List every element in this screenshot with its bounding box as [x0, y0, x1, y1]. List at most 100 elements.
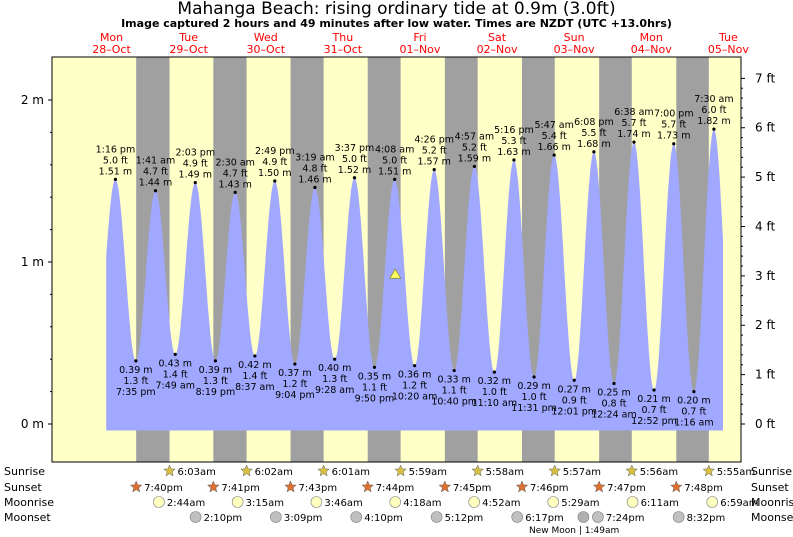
moonrise-icon — [547, 496, 560, 508]
y-tick-label-ft: 3 ft — [755, 269, 775, 283]
moonrise-time: 2:44am — [167, 498, 205, 509]
tide-feet-label: 1.3 ft — [203, 376, 228, 387]
moonset-time: 8:32pm — [687, 513, 726, 524]
tide-time-label: 1:41 am — [136, 156, 175, 167]
sunset-icon — [515, 480, 529, 493]
y-tick-label-ft: 4 ft — [755, 219, 775, 233]
sunset-time: 7:48pm — [684, 483, 723, 494]
day-date-label: 31–Oct — [324, 43, 363, 56]
tide-time-label: 9:50 pm — [355, 393, 395, 404]
chart-title: Mahanga Beach: rising ordinary tide at 0… — [177, 0, 616, 19]
tide-time-label: 4:08 am — [375, 144, 414, 155]
tide-feet-label: 1.2 ft — [402, 381, 427, 392]
tide-metre-label: 0.36 m — [398, 370, 431, 381]
tide-feet-label: 5.0 ft — [103, 155, 128, 166]
tide-metre-label: 0.42 m — [238, 360, 271, 371]
moonset-time: 5:12pm — [445, 513, 484, 524]
y-tick-label-ft: 6 ft — [755, 121, 775, 135]
tide-point — [452, 368, 456, 373]
tide-feet-label: 4.7 ft — [143, 167, 168, 178]
sunset-icon — [284, 480, 297, 493]
tide-feet-label: 4.8 ft — [302, 163, 327, 174]
tide-metre-label: 0.27 m — [558, 384, 591, 395]
sun-moon-rows: Sunrise Sunrise Sunset Sunset Moonrise Moonri… — [4, 464, 793, 536]
row-label-right: Sunset — [751, 481, 789, 494]
tide-feet-label: 0.9 ft — [562, 395, 587, 406]
tide-metre-label: 1.46 m — [298, 174, 331, 185]
sunset-icon — [438, 480, 452, 493]
tide-feet-label: 5.2 ft — [422, 146, 447, 157]
tide-point — [472, 164, 476, 169]
moonrise-icon — [231, 496, 244, 508]
tide-time-label: 6:08 pm — [574, 117, 614, 128]
moonset-icon — [511, 511, 524, 523]
tide-feet-label: 1.0 ft — [522, 392, 547, 403]
tide-feet-label: 0.8 ft — [601, 399, 626, 410]
tide-time-label: 11:10 am — [472, 398, 517, 409]
tide-time-label: 4:26 pm — [414, 135, 454, 146]
tide-point — [293, 362, 297, 366]
tide-feet-label: 4.9 ft — [183, 159, 208, 170]
tide-metre-label: 1.57 m — [417, 157, 450, 168]
tide-time-label: 8:37 am — [235, 382, 274, 393]
tide-time-label: 6:38 am — [614, 107, 653, 118]
row-label-left: Sunrise — [4, 465, 45, 478]
tide-point — [632, 140, 636, 144]
tide-feet-label: 6.0 ft — [701, 105, 726, 116]
tide-feet-label: 4.9 ft — [262, 157, 287, 168]
tide-time-label: 3:37 pm — [335, 143, 375, 154]
chart-subtitle: Image captured 2 hours and 49 minutes af… — [121, 17, 672, 30]
tide-feet-label: 1.2 ft — [282, 379, 307, 390]
sunrise-time: 5:58am — [486, 467, 524, 478]
tide-point — [512, 158, 516, 162]
day-weekday-label: Fri — [413, 31, 426, 44]
sunset-icon — [361, 480, 375, 493]
day-weekday-label: Sat — [488, 31, 507, 44]
tide-feet-label: 5.2 ft — [462, 142, 487, 153]
moonset-icon — [672, 511, 685, 523]
tide-point — [233, 190, 237, 194]
sunrise-time: 6:02am — [255, 467, 293, 478]
tide-time-label: 7:00 pm — [654, 109, 694, 120]
sunset-icon — [206, 480, 220, 493]
tide-time-label: 9:04 pm — [275, 390, 315, 401]
tide-feet-label: 5.4 ft — [542, 131, 567, 142]
tide-point — [413, 364, 417, 368]
tide-feet-label: 0.7 ft — [681, 407, 706, 418]
moonset-icon — [430, 511, 443, 523]
tide-time-label: 1:16 pm — [96, 144, 136, 155]
tide-metre-label: 1.43 m — [218, 179, 251, 190]
moonrise-time: 5:29am — [561, 498, 599, 509]
tide-feet-label: 5.0 ft — [382, 155, 407, 166]
day-date-label: 03–Nov — [554, 43, 595, 56]
day-weekday-label: Tue — [178, 31, 198, 44]
tide-point — [572, 378, 576, 382]
tide-time-label: 5:47 am — [534, 120, 573, 131]
tide-point — [253, 354, 257, 358]
tide-time-label: 9:28 am — [315, 385, 354, 396]
tide-metre-label: 0.33 m — [437, 375, 470, 386]
tide-metre-label: 1.66 m — [537, 142, 570, 153]
day-weekday-label: Mon — [100, 31, 123, 44]
day-weekday-label: Wed — [254, 31, 278, 44]
y-tick-label-ft: 7 ft — [755, 71, 775, 85]
tide-feet-label: 1.0 ft — [482, 387, 507, 398]
tide-time-label: 7:30 am — [694, 94, 733, 105]
day-date-label: 28–Oct — [92, 43, 131, 56]
row-label-left: Moonrise — [4, 496, 54, 509]
moonrise-icon — [389, 496, 402, 508]
tide-feet-label: 1.1 ft — [362, 382, 387, 393]
tide-point — [393, 177, 397, 181]
tide-time-label: 12:24 am — [591, 410, 636, 421]
sunset-time: 7:47pm — [607, 483, 646, 494]
sunset-icon — [669, 480, 683, 493]
tide-time-label: 10:20 am — [392, 392, 437, 403]
tide-metre-label: 1.50 m — [258, 168, 291, 179]
tide-time-label: 8:19 pm — [196, 387, 236, 398]
sunrise-time: 6:03am — [178, 467, 216, 478]
tide-metre-label: 0.40 m — [318, 363, 351, 374]
tide-point — [692, 390, 696, 394]
tide-metre-label: 0.39 m — [119, 365, 152, 376]
tide-metre-label: 1.74 m — [617, 129, 650, 140]
